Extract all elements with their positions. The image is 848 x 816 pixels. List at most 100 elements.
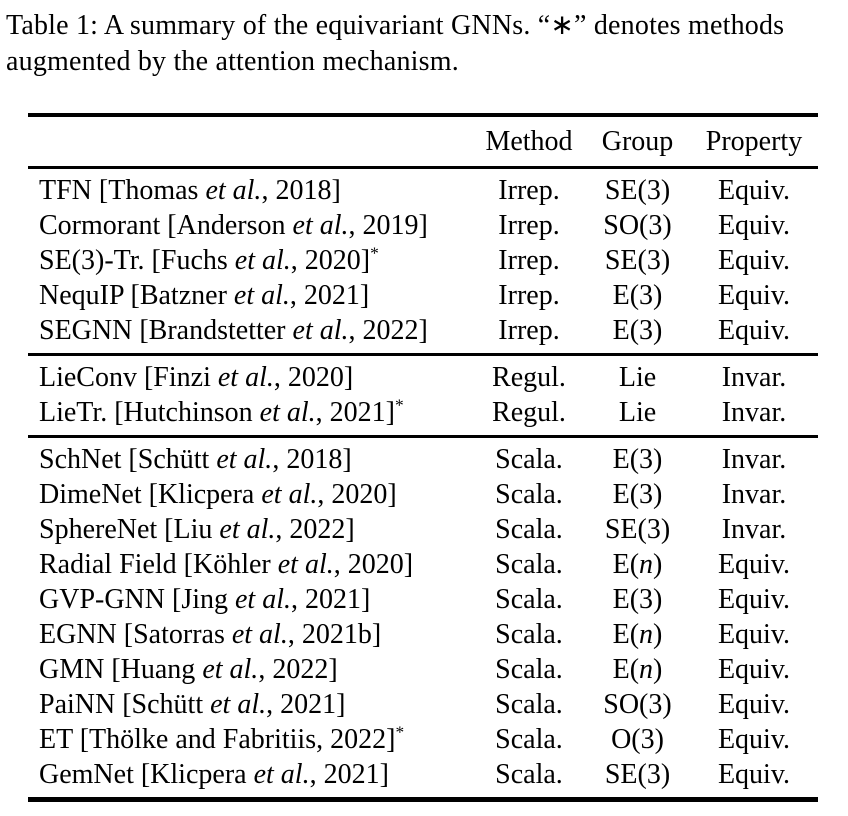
table-row: LieTr. [Hutchinson et al., 2021]* Regul. L… — [28, 395, 818, 437]
method-cell: Scala. — [495, 759, 563, 790]
math-n-italic: n — [639, 549, 654, 580]
method-name-cell: SEGNN [Brandstetter et al., 2022] — [39, 315, 428, 346]
method-name-cell: ET [Thölke and Fabritiis, 2022]* — [39, 722, 405, 755]
group-cell: E(n) — [612, 619, 663, 650]
table-row: NequIP [Batzner et al., 2021] Irrep. E(3) E… — [28, 278, 818, 313]
group-cell: E(n) — [612, 654, 663, 685]
table-row: DimeNet [Klicpera et al., 2020] Scala. E(3… — [28, 477, 818, 512]
method-cell: Regul. — [492, 397, 566, 428]
table-row: GemNet [Klicpera et al., 2021] Scala. SE(3… — [28, 757, 818, 800]
group-cell: E(3) — [612, 444, 663, 475]
property-cell: Equiv. — [717, 654, 791, 685]
property-cell: Invar. — [721, 514, 787, 545]
property-cell: Invar. — [721, 397, 787, 428]
group-cell: E(3) — [612, 584, 663, 615]
group-cell: SO(3) — [603, 210, 672, 241]
method-name-cell: SphereNet [Liu et al., 2022] — [39, 514, 355, 545]
table-row: LieConv [Finzi et al., 2020] Regul. Lie Inv… — [28, 355, 818, 396]
equivariant-gnn-summary-table: Method Group Property TFN [Thomas et al.… — [28, 113, 818, 802]
et-al-italic: et al. — [261, 479, 318, 510]
method-name-cell: Radial Field [Köhler et al., 2020] — [39, 549, 414, 580]
et-al-italic: et al. — [231, 619, 288, 650]
et-al-italic: et al. — [277, 549, 334, 580]
method-cell: Scala. — [495, 444, 563, 475]
attention-star: * — [370, 243, 379, 263]
method-cell: Scala. — [495, 514, 563, 545]
et-al-italic: et al. — [219, 514, 276, 545]
method-cell: Scala. — [495, 619, 563, 650]
method-name-cell: DimeNet [Klicpera et al., 2020] — [39, 479, 397, 510]
et-al-italic: et al. — [217, 362, 274, 393]
group-cell: Lie — [618, 397, 657, 428]
group-cell: Lie — [618, 362, 657, 393]
method-cell: Scala. — [495, 549, 563, 580]
et-al-italic: et al. — [292, 210, 349, 241]
property-cell: Equiv. — [717, 689, 791, 720]
header-group: Group — [585, 115, 690, 169]
table-row: SphereNet [Liu et al., 2022] Scala. SE(3) I… — [28, 512, 818, 547]
group-cell: SE(3) — [604, 759, 671, 790]
method-name-cell: PaiNN [Schütt et al., 2021] — [39, 689, 346, 720]
table-caption: Table 1: A summary of the equivariant GN… — [6, 10, 785, 77]
et-al-italic: et al. — [205, 175, 262, 206]
method-name-cell: SchNet [Schütt et al., 2018] — [39, 444, 352, 475]
method-name-cell: LieConv [Finzi et al., 2020] — [39, 362, 354, 393]
method-cell: Scala. — [495, 654, 563, 685]
table-row: EGNN [Satorras et al., 2021b] Scala. E(n) E… — [28, 617, 818, 652]
header-property: Property — [690, 115, 818, 169]
et-al-italic: et al. — [253, 759, 310, 790]
group-cell: E(3) — [612, 479, 663, 510]
et-al-italic: et al. — [202, 654, 259, 685]
method-cell: Scala. — [495, 479, 563, 510]
math-n-italic: n — [639, 654, 654, 685]
math-n-italic: n — [639, 619, 654, 650]
table-header-row: Method Group Property — [28, 115, 818, 169]
et-al-italic: et al. — [292, 315, 349, 346]
method-cell: Scala. — [495, 584, 563, 615]
table-row: GVP-GNN [Jing et al., 2021] Scala. E(3) Equ… — [28, 582, 818, 617]
method-cell: Irrep. — [498, 210, 560, 241]
method-name-cell: TFN [Thomas et al., 2018] — [39, 175, 341, 206]
method-cell: Irrep. — [498, 280, 560, 311]
property-cell: Equiv. — [717, 549, 791, 580]
property-cell: Equiv. — [717, 724, 791, 755]
et-al-italic: et al. — [210, 689, 267, 720]
property-cell: Equiv. — [717, 619, 791, 650]
et-al-italic: et al. — [234, 245, 291, 276]
paper-page: Table 1: A summary of the equivariant GN… — [0, 8, 848, 816]
table-row: PaiNN [Schütt et al., 2021] Scala. SO(3) Eq… — [28, 687, 818, 722]
header-method: Method — [473, 115, 585, 169]
group-cell: E(n) — [612, 549, 663, 580]
method-name-cell: LieTr. [Hutchinson et al., 2021]* — [39, 395, 404, 428]
table-row: SE(3)-Tr. [Fuchs et al., 2020]* Irrep. SE(… — [28, 243, 818, 278]
method-cell: Irrep. — [498, 175, 560, 206]
method-cell: Regul. — [492, 362, 566, 393]
table-row: SchNet [Schütt et al., 2018] Scala. E(3) In… — [28, 437, 818, 478]
header-empty-cell — [28, 115, 473, 169]
et-al-italic: et al. — [235, 584, 291, 615]
method-cell: Irrep. — [498, 245, 560, 276]
table-row: ET [Thölke and Fabritiis, 2022]* Scala. O(… — [28, 722, 818, 757]
property-cell: Invar. — [721, 479, 787, 510]
et-al-italic: et al. — [259, 397, 316, 428]
table-row: TFN [Thomas et al., 2018] Irrep. SE(3) Equi… — [28, 168, 818, 209]
method-name-cell: GemNet [Klicpera et al., 2021] — [39, 759, 389, 790]
group-cell: SE(3) — [604, 514, 671, 545]
table-row: Radial Field [Köhler et al., 2020] Scala.… — [28, 547, 818, 582]
method-cell: Scala. — [495, 689, 563, 720]
attention-star: * — [395, 722, 405, 742]
attention-star: * — [394, 395, 404, 415]
method-name-cell: GMN [Huang et al., 2022] — [39, 654, 338, 685]
method-cell: Irrep. — [498, 315, 560, 346]
table-row: GMN [Huang et al., 2022] Scala. E(n) Equiv. — [28, 652, 818, 687]
method-name-cell: SE(3)-Tr. [Fuchs et al., 2020]* — [39, 243, 379, 276]
property-cell: Equiv. — [717, 280, 791, 311]
property-cell: Equiv. — [717, 245, 791, 276]
property-cell: Equiv. — [717, 315, 791, 346]
property-cell: Equiv. — [717, 584, 791, 615]
group-cell: SE(3) — [604, 245, 671, 276]
property-cell: Invar. — [721, 444, 787, 475]
table-row: Cormorant [Anderson et al., 2019] Irrep. S… — [28, 208, 818, 243]
group-cell: O(3) — [611, 724, 664, 755]
et-al-italic: et al. — [233, 280, 290, 311]
